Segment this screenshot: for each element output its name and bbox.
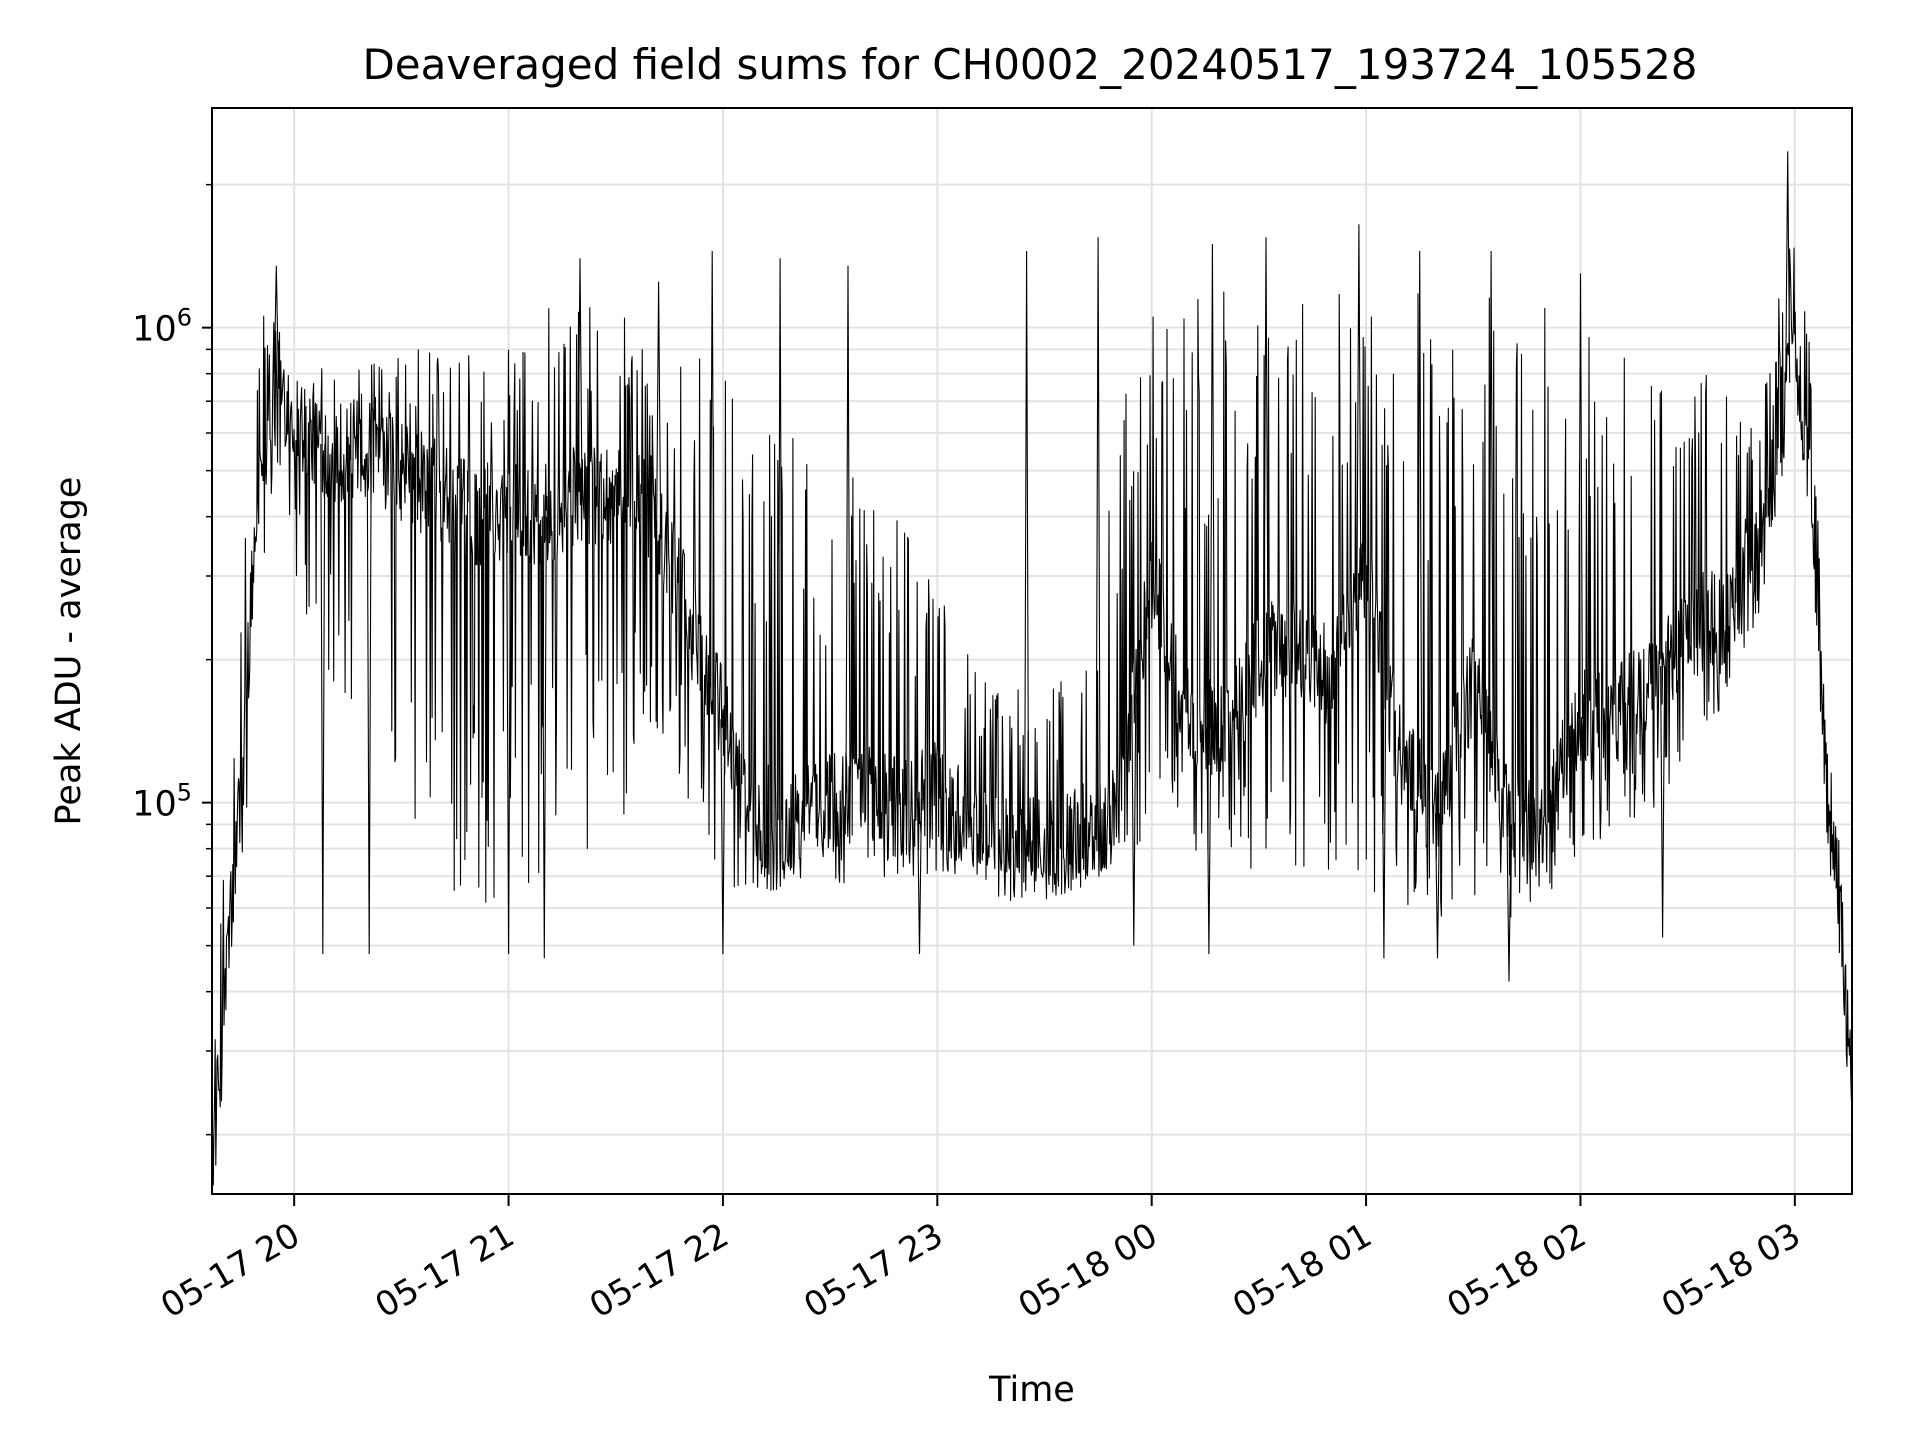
y-axis-label: Peak ADU - average (49, 477, 89, 826)
y-axis: 105 106 (132, 183, 212, 1136)
series-dip (541, 516, 547, 959)
series-dip (320, 444, 326, 955)
series-peak (1356, 224, 1362, 598)
series-line (212, 247, 1852, 1186)
series-peak (777, 258, 783, 820)
series-peak (1095, 237, 1101, 825)
series-peak (1024, 250, 1030, 849)
series-dip (506, 506, 512, 955)
plot-frame (211, 107, 1853, 1195)
y-tick-label: 105 (132, 779, 192, 825)
series-dip (1206, 727, 1212, 955)
series-peak (1417, 250, 1423, 790)
series-layer (212, 151, 1852, 1186)
series-dip (1506, 824, 1512, 982)
series-peak (1785, 151, 1791, 383)
series-peak (1209, 243, 1215, 730)
chart-title: Deaveraged field sums for CH0002_2024051… (362, 40, 1697, 89)
series-peak (1488, 250, 1494, 753)
series-peak (1577, 273, 1584, 720)
series-dip (1131, 694, 1137, 946)
series-peak (845, 265, 851, 793)
series-peak (656, 281, 662, 529)
x-axis-label: Time (988, 1370, 1075, 1410)
series-peak (577, 258, 583, 493)
series-dip (1660, 666, 1666, 938)
series-dip (366, 452, 372, 955)
series-dip (1434, 813, 1441, 959)
y-tick-label: 106 (132, 304, 192, 350)
series-dip (916, 798, 923, 955)
series-dip (1381, 670, 1387, 959)
series-dip (720, 718, 726, 955)
series-peak (709, 250, 715, 688)
series-peak (1263, 237, 1269, 656)
series-peak (273, 265, 279, 374)
